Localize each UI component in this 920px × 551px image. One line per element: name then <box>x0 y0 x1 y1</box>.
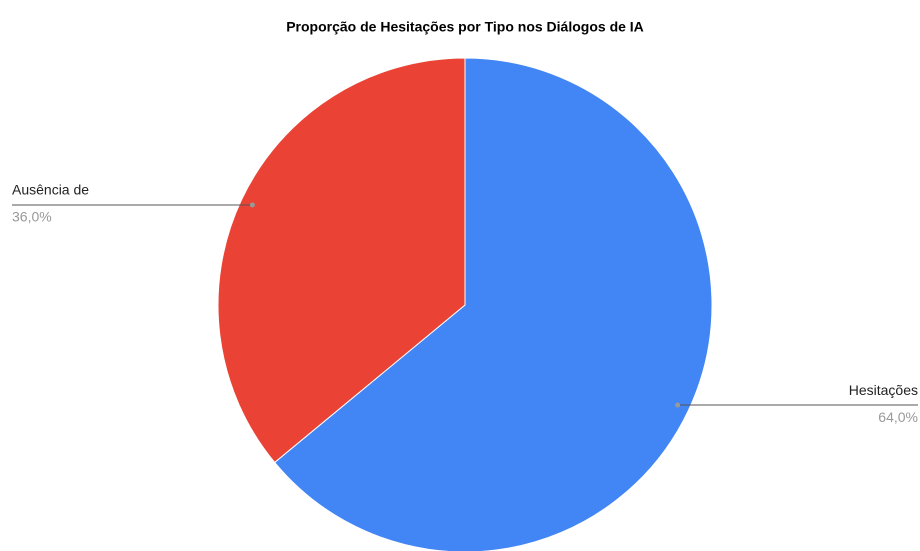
chart-title: Proporção de Hesitações por Tipo nos Diá… <box>286 19 644 35</box>
slice-label: Ausência de <box>12 182 89 198</box>
leader-dot <box>675 402 681 408</box>
slice-label: Hesitações <box>849 382 918 398</box>
pie-slice <box>273 57 713 551</box>
pie-slice <box>217 57 466 464</box>
slice-value-label: 64,0% <box>878 409 918 425</box>
slice-value-label: 36,0% <box>12 209 52 225</box>
leader-dot <box>249 202 255 208</box>
